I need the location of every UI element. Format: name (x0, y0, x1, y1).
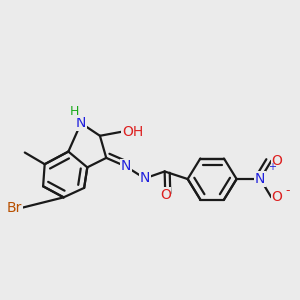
Text: N: N (121, 159, 131, 173)
Text: N: N (255, 172, 266, 186)
Text: H: H (70, 105, 80, 118)
Text: N: N (76, 116, 86, 130)
Text: OH: OH (122, 125, 143, 139)
Text: O: O (160, 188, 171, 202)
Text: N: N (140, 171, 150, 185)
Text: O: O (271, 154, 282, 168)
Text: -: - (286, 184, 290, 196)
Text: +: + (268, 162, 276, 172)
Text: O: O (271, 190, 282, 204)
Text: Br: Br (7, 201, 22, 215)
